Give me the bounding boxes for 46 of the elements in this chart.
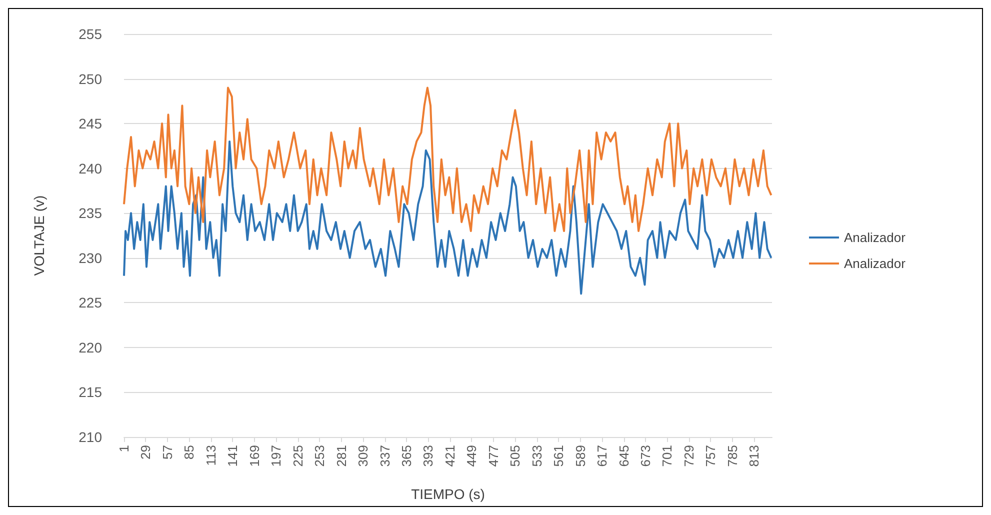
y-tick-label: 235 <box>78 205 102 222</box>
x-tick-label: 113 <box>203 445 218 466</box>
x-tick-label: 757 <box>703 445 718 467</box>
y-tick-label: 250 <box>78 70 102 87</box>
y-axis-title: VOLTAJE (v) <box>31 195 47 276</box>
x-tick-label: 29 <box>138 445 154 460</box>
x-tick-label: 617 <box>594 445 610 467</box>
x-tick-label: 57 <box>160 445 175 460</box>
x-tick-label: 505 <box>508 445 523 467</box>
x-tick-label: 589 <box>572 445 588 467</box>
x-tick-label: 393 <box>420 445 436 467</box>
x-tick-label: 645 <box>616 445 632 467</box>
y-tick-label: 225 <box>78 294 102 311</box>
x-tick-label: 477 <box>486 445 501 467</box>
x-tick-label: 421 <box>442 445 458 467</box>
x-tick-label: 281 <box>334 445 349 467</box>
x-tick-label: 785 <box>724 445 740 467</box>
x-tick-label: 309 <box>356 445 371 467</box>
x-tick-label: 561 <box>551 445 566 467</box>
y-tick-label: 245 <box>78 116 102 132</box>
x-tick-label: 365 <box>398 445 414 467</box>
y-tick-label: 255 <box>78 26 102 42</box>
y-tick-label: 230 <box>78 250 102 266</box>
x-tick-label: 85 <box>182 445 197 460</box>
x-tick-label: 449 <box>464 445 480 467</box>
y-tick-label: 220 <box>78 339 102 356</box>
x-tick-label: 729 <box>681 445 696 467</box>
x-tick-label: 225 <box>290 445 306 467</box>
x-tick-label: 141 <box>225 445 240 467</box>
line-series <box>123 86 772 232</box>
x-tick-label: 169 <box>246 445 262 467</box>
legend-label: Analizador <box>844 256 906 271</box>
y-tick-label: 240 <box>78 160 102 176</box>
x-tick-label: 337 <box>377 445 392 467</box>
x-tick-label: 701 <box>660 445 675 467</box>
y-tick-label: 215 <box>78 384 102 400</box>
x-tick-label: 197 <box>268 445 284 467</box>
x-tick-label: 253 <box>312 445 328 467</box>
x-tick-label: 533 <box>529 445 544 467</box>
x-tick-label: 813 <box>746 445 762 467</box>
x-tick-label: 1 <box>116 445 132 452</box>
line-series <box>123 140 772 295</box>
y-tick-label: 210 <box>78 429 102 445</box>
x-axis-title: TIEMPO (s) <box>411 486 485 502</box>
legend-label: Analizador <box>844 230 906 245</box>
x-tick-label: 673 <box>638 445 654 467</box>
